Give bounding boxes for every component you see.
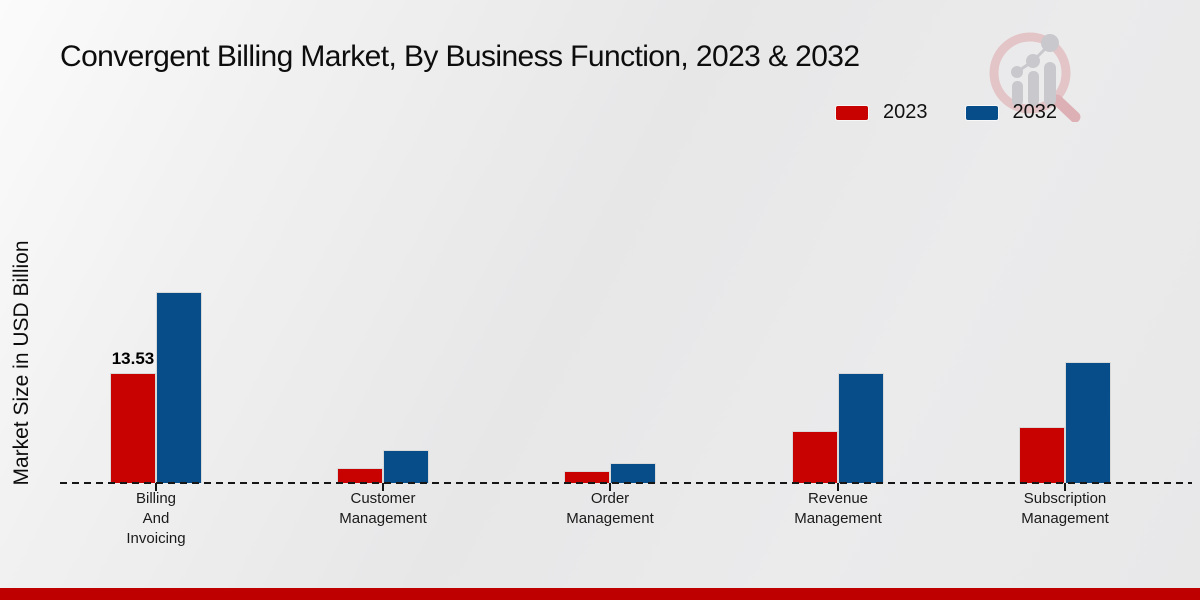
bar-2023-customer-management — [337, 468, 383, 483]
bar-2023-order-management — [564, 471, 610, 483]
category-label-order-management: Order Management — [520, 489, 700, 529]
category-label-line: Management — [794, 510, 882, 527]
category-label-subscription-management: Subscription Management — [975, 489, 1155, 529]
category-label-line: Billing — [135, 490, 177, 507]
x-axis-tick-customer-management — [382, 483, 384, 491]
bar-2032-customer-management — [383, 450, 429, 483]
legend-swatch-2023 — [836, 105, 868, 120]
category-label-line: Management — [339, 510, 427, 527]
category-label-line: Order — [590, 490, 630, 507]
category-label-line: Subscription — [1023, 490, 1107, 507]
x-axis-tick-subscription-management — [1064, 483, 1066, 491]
category-label-line: And — [142, 510, 170, 527]
legend-item-2023: 2023 — [836, 101, 928, 124]
category-label-revenue-management: Revenue Management — [748, 489, 928, 529]
bar-2023-subscription-management — [1019, 427, 1065, 483]
category-label-line: Customer — [350, 490, 416, 507]
bar-value-label: 13.53 — [111, 349, 155, 368]
x-axis-tick-billing-and-invoicing — [155, 483, 157, 491]
bar-2023-billing-and-invoicing — [110, 373, 156, 483]
category-label-billing-and-invoicing: Billing And Invoicing — [66, 489, 246, 549]
chart-title: Convergent Billing Market, By Business F… — [60, 40, 860, 73]
bottom-red-strip — [0, 588, 1200, 600]
bar-2032-revenue-management — [838, 373, 884, 483]
category-label-line: Management — [1021, 510, 1109, 527]
category-label-line: Management — [566, 510, 654, 527]
legend-label-2023: 2023 — [883, 101, 928, 123]
legend-swatch-2032 — [965, 105, 998, 120]
x-axis-tick-order-management — [609, 483, 611, 491]
legend: 2023 2032 — [836, 101, 1057, 124]
bar-2023-revenue-management — [792, 431, 838, 483]
legend-item-2032: 2032 — [965, 101, 1058, 124]
category-label-customer-management: Customer Management — [293, 489, 473, 529]
bar-2032-billing-and-invoicing — [156, 292, 202, 483]
magnifier-bar-chart-logo-icon — [989, 32, 1081, 122]
bar-2032-subscription-management — [1065, 362, 1111, 483]
category-label-line: Revenue — [807, 490, 869, 507]
x-axis-line — [60, 482, 1192, 484]
bar-2032-order-management — [610, 463, 656, 483]
legend-label-2032: 2032 — [1012, 101, 1058, 123]
x-axis-tick-revenue-management — [837, 483, 839, 491]
category-label-line: Invoicing — [126, 530, 186, 547]
